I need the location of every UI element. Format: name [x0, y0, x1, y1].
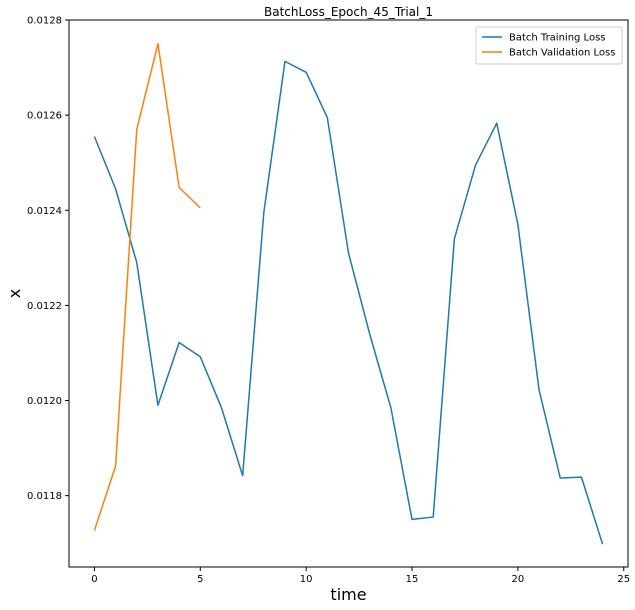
x-tick-label: 0 — [91, 574, 97, 585]
x-tick-label: 15 — [406, 574, 419, 585]
y-tick-label: 0.0120 — [27, 396, 62, 407]
plot-area — [68, 19, 629, 568]
legend-entry: Batch Training Loss — [509, 33, 606, 44]
series-layer — [93, 43, 604, 545]
y-tick-label: 0.0128 — [27, 16, 62, 27]
y-tick-label: 0.0124 — [27, 206, 62, 217]
y-tick-label: 0.0118 — [27, 491, 62, 502]
x-axis-label: time — [330, 585, 366, 604]
x-axis: 0 5 10 15 20 25 — [91, 567, 630, 585]
y-tick-label: 0.0126 — [27, 111, 62, 122]
x-tick-label: 5 — [197, 574, 203, 585]
series-line-2 — [93, 43, 201, 531]
legend-entry: Batch Validation Loss — [509, 48, 615, 59]
x-tick-label: 25 — [617, 574, 630, 585]
y-tick-label: 0.0122 — [27, 301, 62, 312]
legend: Batch Training Loss Batch Validation Loss — [475, 26, 623, 65]
y-axis: 0.0118 0.0120 0.0122 0.0124 0.0126 0.0128 — [27, 16, 69, 502]
series-line-1 — [93, 60, 604, 545]
chart-title: BatchLoss_Epoch_45_Trial_1 — [264, 5, 433, 19]
legend-box — [475, 26, 623, 65]
x-tick-label: 10 — [300, 574, 313, 585]
y-axis-label: x — [5, 289, 24, 298]
x-tick-label: 20 — [512, 574, 525, 585]
